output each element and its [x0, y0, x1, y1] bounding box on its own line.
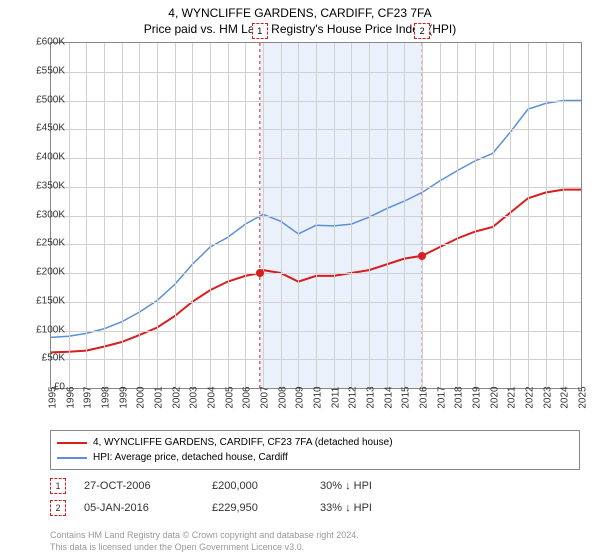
- grid-v: [563, 43, 564, 388]
- legend-swatch-hpi: [57, 457, 87, 459]
- grid-v: [157, 43, 158, 388]
- grid-v: [351, 43, 352, 388]
- x-tick-label: 2011: [330, 387, 341, 409]
- x-tick-label: 2012: [348, 386, 359, 408]
- grid-v: [281, 43, 282, 388]
- y-tick-label: £250K: [15, 238, 65, 249]
- sale-marker-box-1: 1: [252, 23, 268, 39]
- grid-v: [245, 43, 246, 388]
- x-tick-label: 2021: [507, 386, 518, 408]
- x-tick-label: 2018: [454, 386, 465, 408]
- grid-v: [387, 43, 388, 388]
- y-tick-label: £500K: [15, 94, 65, 105]
- x-tick-label: 2003: [189, 386, 200, 408]
- grid-v: [263, 43, 264, 388]
- y-tick-label: £50K: [15, 353, 65, 364]
- grid-v: [228, 43, 229, 388]
- grid-v: [192, 43, 193, 388]
- y-tick-label: £400K: [15, 152, 65, 163]
- legend-label-hpi: HPI: Average price, detached house, Card…: [93, 450, 288, 465]
- x-tick-label: 2023: [542, 386, 553, 408]
- x-tick-label: 2000: [136, 386, 147, 408]
- chart-subtitle: Price paid vs. HM Land Registry's House …: [0, 22, 600, 40]
- y-tick-label: £550K: [15, 65, 65, 76]
- sales-row-2: 2 05-JAN-2016 £229,950 33% ↓ HPI: [50, 500, 580, 516]
- grid-v: [546, 43, 547, 388]
- grid-v: [457, 43, 458, 388]
- grid-v: [404, 43, 405, 388]
- sales-delta-2: 33% ↓ HPI: [320, 502, 430, 514]
- sales-marker-2: 2: [50, 500, 66, 516]
- sales-price-1: £200,000: [212, 480, 302, 492]
- x-tick-label: 2017: [436, 386, 447, 408]
- grid-v: [122, 43, 123, 388]
- sales-delta-1: 30% ↓ HPI: [320, 480, 430, 492]
- grid-v: [369, 43, 370, 388]
- x-tick-label: 2013: [366, 386, 377, 408]
- y-tick-label: £150K: [15, 295, 65, 306]
- sales-marker-1: 1: [50, 478, 66, 494]
- x-tick-label: 2009: [295, 386, 306, 408]
- grid-v: [475, 43, 476, 388]
- x-tick-label: 2006: [242, 386, 253, 408]
- grid-v: [298, 43, 299, 388]
- grid-v: [510, 43, 511, 388]
- grid-v: [334, 43, 335, 388]
- x-tick-label: 2007: [260, 386, 271, 408]
- y-tick-label: £100K: [15, 324, 65, 335]
- x-tick-label: 2020: [489, 386, 500, 408]
- sales-row-1: 1 27-OCT-2006 £200,000 30% ↓ HPI: [50, 478, 580, 494]
- sales-date-2: 05-JAN-2016: [84, 502, 194, 514]
- y-tick-label: £600K: [15, 37, 65, 48]
- sale-dot-1: [256, 269, 264, 277]
- sale-marker-box-2: 2: [414, 23, 430, 39]
- legend-swatch-property: [57, 442, 87, 444]
- x-tick-label: 2025: [578, 386, 589, 408]
- x-tick-label: 2008: [277, 386, 288, 408]
- grid-v: [175, 43, 176, 388]
- sale-dot-2: [418, 252, 426, 260]
- footer-line2: This data is licensed under the Open Gov…: [50, 542, 580, 554]
- x-tick-label: 2010: [313, 386, 324, 408]
- y-tick-label: £450K: [15, 123, 65, 134]
- x-tick-label: 2005: [224, 386, 235, 408]
- grid-v: [316, 43, 317, 388]
- grid-v: [69, 43, 70, 388]
- grid-v: [139, 43, 140, 388]
- legend-row-property: 4, WYNCLIFFE GARDENS, CARDIFF, CF23 7FA …: [57, 435, 573, 450]
- grid-v: [104, 43, 105, 388]
- legend-row-hpi: HPI: Average price, detached house, Card…: [57, 450, 573, 465]
- x-tick-label: 2024: [560, 386, 571, 408]
- y-tick-label: £300K: [15, 209, 65, 220]
- grid-v: [528, 43, 529, 388]
- x-tick-label: 2014: [383, 386, 394, 408]
- legend-label-property: 4, WYNCLIFFE GARDENS, CARDIFF, CF23 7FA …: [93, 435, 393, 450]
- sales-date-1: 27-OCT-2006: [84, 480, 194, 492]
- footer-attribution: Contains HM Land Registry data © Crown c…: [50, 530, 580, 553]
- x-tick-label: 2022: [525, 386, 536, 408]
- chart-plot-area: 12: [50, 42, 582, 389]
- grid-v: [493, 43, 494, 388]
- x-tick-label: 1997: [83, 386, 94, 408]
- x-tick-label: 2002: [171, 386, 182, 408]
- grid-v: [86, 43, 87, 388]
- x-tick-label: 1998: [101, 386, 112, 408]
- x-tick-label: 2016: [419, 386, 430, 408]
- y-tick-label: £200K: [15, 267, 65, 278]
- x-tick-label: 1996: [65, 386, 76, 408]
- footer-line1: Contains HM Land Registry data © Crown c…: [50, 530, 580, 542]
- sales-price-2: £229,950: [212, 502, 302, 514]
- x-tick-label: 1995: [48, 386, 59, 408]
- x-tick-label: 1999: [118, 386, 129, 408]
- grid-v: [440, 43, 441, 388]
- grid-v: [422, 43, 423, 388]
- x-tick-label: 2015: [401, 386, 412, 408]
- x-tick-label: 2001: [154, 386, 165, 408]
- grid-v: [210, 43, 211, 388]
- chart-title: 4, WYNCLIFFE GARDENS, CARDIFF, CF23 7FA: [0, 0, 600, 22]
- y-tick-label: £350K: [15, 180, 65, 191]
- x-tick-label: 2004: [207, 386, 218, 408]
- x-tick-label: 2019: [472, 386, 483, 408]
- legend-box: 4, WYNCLIFFE GARDENS, CARDIFF, CF23 7FA …: [50, 430, 580, 470]
